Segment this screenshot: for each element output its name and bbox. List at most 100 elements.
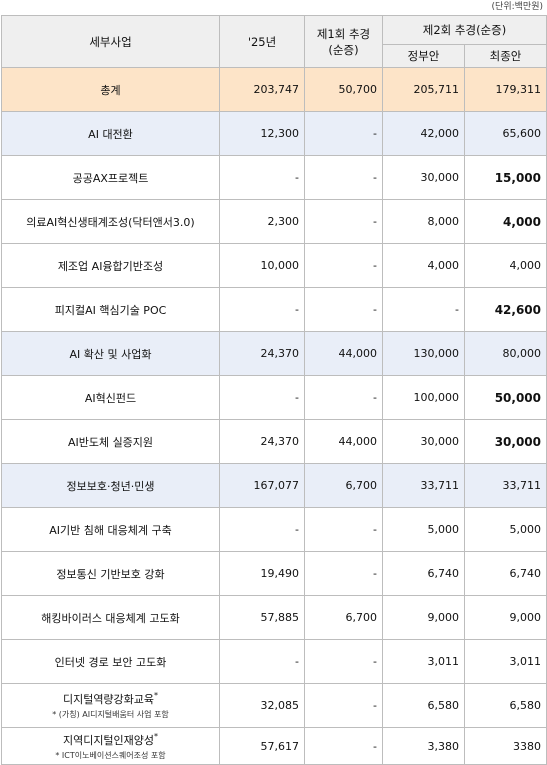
row-name-cell: 피지컬AI 핵심기술 POC <box>1 287 220 332</box>
cell-final: 50,000 <box>464 375 547 420</box>
row-name-cell: 해킹바이러스 대응체계 고도화 <box>1 595 220 640</box>
cell-final: 65,600 <box>464 111 547 156</box>
cell-y25: 2,300 <box>219 199 305 244</box>
cell-y25: 57,617 <box>219 727 305 765</box>
header-supp1: 제1회 추경 (순증) <box>304 15 383 68</box>
table-row: AI기반 침해 대응체계 구축 - -5,000 5,000 <box>1 507 547 552</box>
header-y25: '25년 <box>219 15 305 68</box>
cell-y25: - <box>219 287 305 332</box>
cell-supp1: - <box>304 375 383 420</box>
row-name: 정보통신 기반보호 강화 <box>56 567 165 581</box>
row-name: 인터넷 경로 보안 고도화 <box>54 655 167 669</box>
table-row: 공공AX프로젝트 - -30,000 15,000 <box>1 155 547 200</box>
row-name: 총계 <box>100 83 121 97</box>
header-supp2: 제2회 추경(순증) <box>382 15 547 45</box>
cell-supp1: - <box>304 639 383 684</box>
cell-final: 15,000 <box>464 155 547 200</box>
cell-final: 5,000 <box>464 507 547 552</box>
cell-y25: - <box>219 375 305 420</box>
header-name: 세부사업 <box>1 15 220 68</box>
cell-final: 6,740 <box>464 551 547 596</box>
cell-y25: 19,490 <box>219 551 305 596</box>
cell-supp1: 6,700 <box>304 463 383 508</box>
cell-gov: 33,711 <box>382 463 465 508</box>
cell-y25: 57,885 <box>219 595 305 640</box>
cell-y25: 24,370 <box>219 419 305 464</box>
row-name: 정보보호·청년·민생 <box>66 479 155 493</box>
row-name-cell: 제조업 AI융합기반조성 <box>1 243 220 288</box>
cell-y25: 203,747 <box>219 67 305 112</box>
row-name-cell: 의료AI혁신생태계조성(닥터앤서3.0) <box>1 199 220 244</box>
cell-supp1: - <box>304 155 383 200</box>
row-name: 지역디지털인재양성 <box>62 733 155 747</box>
table-row: 정보보호·청년·민생 167,077 6,700 33,711 33,711 <box>1 463 547 508</box>
row-name-cell: 지역디지털인재양성* * ICT이노베이션스퀘어조성 포함 <box>1 727 220 765</box>
cell-gov: 205,711 <box>382 67 465 112</box>
row-name-cell: AI 대전환 <box>1 111 220 156</box>
row-name-cell: 정보통신 기반보호 강화 <box>1 551 220 596</box>
cell-final: 4,000 <box>464 243 547 288</box>
table-row: 정보통신 기반보호 강화 19,490-6,740 6,740 <box>1 551 547 596</box>
table-row: AI반도체 실증지원 24,370 44,000 30,000 30,000 <box>1 419 547 464</box>
cell-final: 179,311 <box>464 67 547 112</box>
cell-y25: 12,300 <box>219 111 305 156</box>
row-name-cell: AI반도체 실증지원 <box>1 419 220 464</box>
row-note: * (가칭) AI디지털배움터 사업 포함 <box>52 710 169 719</box>
cell-final: 9,000 <box>464 595 547 640</box>
cell-gov: 6,740 <box>382 551 465 596</box>
table-row: 의료AI혁신생태계조성(닥터앤서3.0) 2,300-8,000 4,000 <box>1 199 547 244</box>
cell-y25: - <box>219 639 305 684</box>
cell-supp1: - <box>304 551 383 596</box>
row-name: 디지털역량강화교육 <box>62 693 155 706</box>
row-note: * ICT이노베이션스퀘어조성 포함 <box>55 750 166 760</box>
cell-gov: 3,011 <box>382 639 465 684</box>
cell-supp1: - <box>304 507 383 552</box>
table-row: 해킹바이러스 대응체계 고도화 57,885 6,700 9,000 9,000 <box>1 595 547 640</box>
cell-supp1: - <box>304 199 383 244</box>
row-footnote-mark: * <box>154 731 159 741</box>
table-row: AI 확산 및 사업화 24,370 44,000 130,000 80,000 <box>1 331 547 376</box>
cell-supp1: 44,000 <box>304 331 383 376</box>
cell-gov: - <box>382 287 465 332</box>
cell-supp1: - <box>304 727 383 765</box>
cell-final: 3,011 <box>464 639 547 684</box>
unit-note: (단위:백만원) <box>491 2 543 12</box>
table-row: AI혁신펀드 - -100,000 50,000 <box>1 375 547 420</box>
cell-y25: 24,370 <box>219 331 305 376</box>
header-gov: 정부안 <box>382 44 465 68</box>
row-name: 의료AI혁신생태계조성(닥터앤서3.0) <box>26 215 195 229</box>
cell-final: 30,000 <box>464 419 547 464</box>
cell-gov: 5,000 <box>382 507 465 552</box>
table-row: 제조업 AI융합기반조성 10,000-4,000 4,000 <box>1 243 547 288</box>
cell-y25: - <box>219 507 305 552</box>
cell-final: 4,000 <box>464 199 547 244</box>
cell-gov: 130,000 <box>382 331 465 376</box>
cell-final: 3380 <box>464 727 547 765</box>
row-name-cell: 정보보호·청년·민생 <box>1 463 220 508</box>
cell-supp1: - <box>304 243 383 288</box>
cell-final: 80,000 <box>464 331 547 376</box>
row-name: AI기반 침해 대응체계 구축 <box>49 523 172 537</box>
header-supp1-line2: (순증) <box>328 42 359 57</box>
header-supp1-line1: 제1회 추경 <box>316 26 371 41</box>
table-row: 인터넷 경로 보안 고도화 - -3,011 3,011 <box>1 639 547 684</box>
table-row: 피지컬AI 핵심기술 POC - - -42,600 <box>1 287 547 332</box>
cell-gov: 30,000 <box>382 419 465 464</box>
cell-supp1: - <box>304 287 383 332</box>
row-name-cell: AI 확산 및 사업화 <box>1 331 220 376</box>
cell-y25: 167,077 <box>219 463 305 508</box>
cell-gov: 3,380 <box>382 727 465 765</box>
cell-final: 33,711 <box>464 463 547 508</box>
row-name-cell: AI혁신펀드 <box>1 375 220 420</box>
cell-gov: 100,000 <box>382 375 465 420</box>
cell-y25: 10,000 <box>219 243 305 288</box>
budget-table: 세부사업 '25년 제1회 추경 (순증) 제2회 추경(순증) 정부안 최종안… <box>1 15 547 765</box>
row-name: 제조업 AI융합기반조성 <box>57 259 164 273</box>
row-name-cell: 인터넷 경로 보안 고도화 <box>1 639 220 684</box>
row-name-cell: 총계 <box>1 67 220 112</box>
table-row: 총계 203,747 50,700 205,711 179,311 <box>1 67 547 112</box>
row-name: AI혁신펀드 <box>84 391 137 405</box>
cell-y25: - <box>219 155 305 200</box>
row-name: 해킹바이러스 대응체계 고도화 <box>41 611 180 625</box>
row-name: 공공AX프로젝트 <box>72 171 149 185</box>
